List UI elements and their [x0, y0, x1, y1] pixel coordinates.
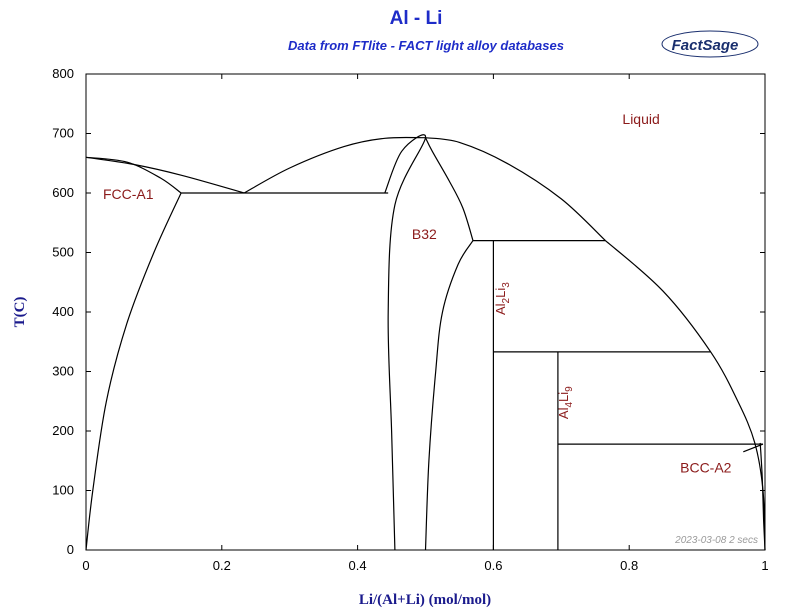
phase-label: FCC-A1 [103, 186, 154, 202]
boundary-bcc-solvus [759, 442, 766, 551]
boundary-b32-right [424, 137, 474, 241]
x-axis-label: Li/(Al+Li) (mol/mol) [359, 592, 491, 608]
phase-labels: Liquid FCC-A1 B32 BCC-A2 Al2Li3 Al4Li9 [103, 111, 732, 476]
boundary-b32-left [384, 134, 427, 551]
y-axis-label: T(C) [12, 297, 28, 328]
compound-label: Al4Li9 [556, 386, 575, 419]
x-tick-label: 1 [761, 558, 768, 573]
x-tick-label: 0.2 [213, 558, 231, 573]
boundary-liquidus-b32-left [243, 136, 426, 194]
boundary-liquidus-b32-right [425, 137, 606, 242]
factsage-logo-text: FactSage [672, 37, 739, 54]
y-tick-label: 100 [52, 483, 74, 498]
y-tick-label: 400 [52, 304, 74, 319]
x-tick-label: 0 [82, 558, 89, 573]
boundary-solvus-fcc [85, 192, 182, 551]
phase-label: Liquid [622, 111, 659, 127]
phase-boundaries [85, 134, 766, 551]
compound-label: Al2Li3 [493, 282, 512, 315]
y-tick-label: 500 [52, 245, 74, 260]
chart-title: Al - Li [390, 8, 443, 29]
axis-ticks: 0 0.2 0.4 0.6 0.8 1 0 100 200 300 400 500 600 700 800 [52, 66, 768, 573]
phase-label: BCC-A2 [680, 460, 732, 476]
boundary-solidus-fcc [85, 156, 182, 194]
factsage-logo: FactSage [661, 30, 759, 58]
chart-subtitle: Data from FTlite - FACT light alloy data… [288, 38, 564, 53]
phase-label: B32 [412, 226, 437, 242]
y-tick-label: 300 [52, 364, 74, 379]
x-tick-label: 0.8 [620, 558, 638, 573]
y-tick-label: 600 [52, 185, 74, 200]
y-tick-label: 800 [52, 66, 74, 81]
x-tick-label: 0.6 [484, 558, 502, 573]
y-tick-label: 700 [52, 126, 74, 141]
x-tick-label: 0.4 [349, 558, 367, 573]
y-tick-label: 0 [67, 542, 74, 557]
boundary-liquidus-high-li [605, 240, 766, 551]
y-tick-label: 200 [52, 423, 74, 438]
boundary-liquidus-al [85, 156, 245, 194]
timestamp: 2023-03-08 2 secs [674, 535, 758, 546]
plot-frame [85, 73, 766, 551]
boundary-b32-solvus-right [424, 240, 474, 551]
